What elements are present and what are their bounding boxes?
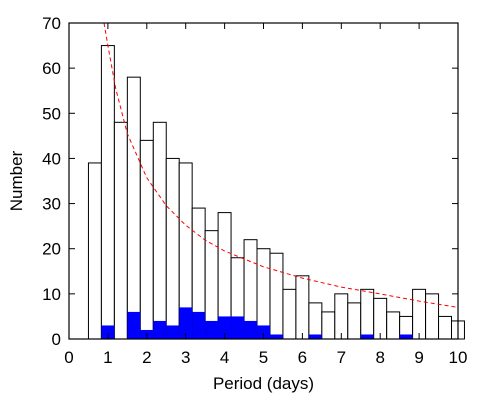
subset-bar (166, 325, 180, 339)
total-bar (282, 288, 297, 340)
total-bar (308, 302, 323, 340)
total-bar (126, 76, 141, 340)
x-tick-label: 6 (298, 348, 307, 367)
x-tick-label: 7 (337, 348, 346, 367)
y-tick-label: 30 (42, 195, 61, 214)
x-tick-label: 2 (142, 348, 151, 367)
x-tick-label: 0 (64, 348, 73, 367)
x-tick-label: 9 (414, 348, 423, 367)
x-tick-label: 3 (181, 348, 190, 367)
y-tick-label: 0 (52, 330, 61, 349)
subset-bar (308, 334, 322, 339)
total-bar (165, 157, 180, 340)
x-tick-label: 5 (259, 348, 268, 367)
x-tick-label: 8 (375, 348, 384, 367)
total-bar (139, 139, 154, 340)
x-tick-label: 10 (449, 348, 468, 367)
total-bar (87, 162, 102, 340)
total-bar (347, 302, 362, 340)
subset-bar (205, 320, 219, 339)
total-bar (438, 315, 453, 340)
total-bar (113, 121, 128, 340)
y-axis-ticks: 0 10 20 30 40 50 60 70 (42, 14, 458, 349)
subset-bar (127, 311, 141, 339)
subset-bar (218, 316, 232, 339)
total-bar (100, 45, 115, 340)
total-bar (321, 311, 336, 340)
y-tick-label: 50 (42, 104, 61, 123)
x-axis-ticks: 0 1 2 3 4 5 6 7 8 9 10 (64, 23, 467, 367)
total-bar (425, 293, 440, 340)
total-bar (334, 293, 349, 340)
y-tick-label: 10 (42, 285, 61, 304)
total-bar (412, 288, 427, 340)
total-bar (152, 121, 167, 340)
x-axis-label: Period (days) (213, 374, 314, 393)
total-bar (386, 311, 401, 340)
y-tick-label: 70 (42, 14, 61, 33)
subset-bar (257, 325, 270, 339)
subset-bar (269, 334, 283, 339)
subset-bar (231, 316, 245, 339)
x-tick-label: 1 (103, 348, 112, 367)
subset-bar (192, 311, 206, 339)
subset-bar (179, 307, 193, 339)
total-bar (360, 288, 375, 340)
subset-bar (244, 320, 258, 339)
subset-bar (101, 325, 115, 339)
y-tick-label: 40 (42, 149, 61, 168)
total-bar (269, 252, 284, 340)
y-tick-label: 60 (42, 59, 61, 78)
subset-bar (153, 320, 167, 339)
y-axis-label: Number (7, 150, 26, 211)
subset-bar (399, 334, 413, 339)
y-tick-label: 20 (42, 240, 61, 259)
total-bar (295, 275, 310, 340)
subset-bar (360, 334, 374, 339)
fit-curve (103, 22, 459, 308)
total-bars (87, 45, 465, 340)
x-tick-label: 4 (220, 348, 229, 367)
total-bar (373, 297, 388, 340)
